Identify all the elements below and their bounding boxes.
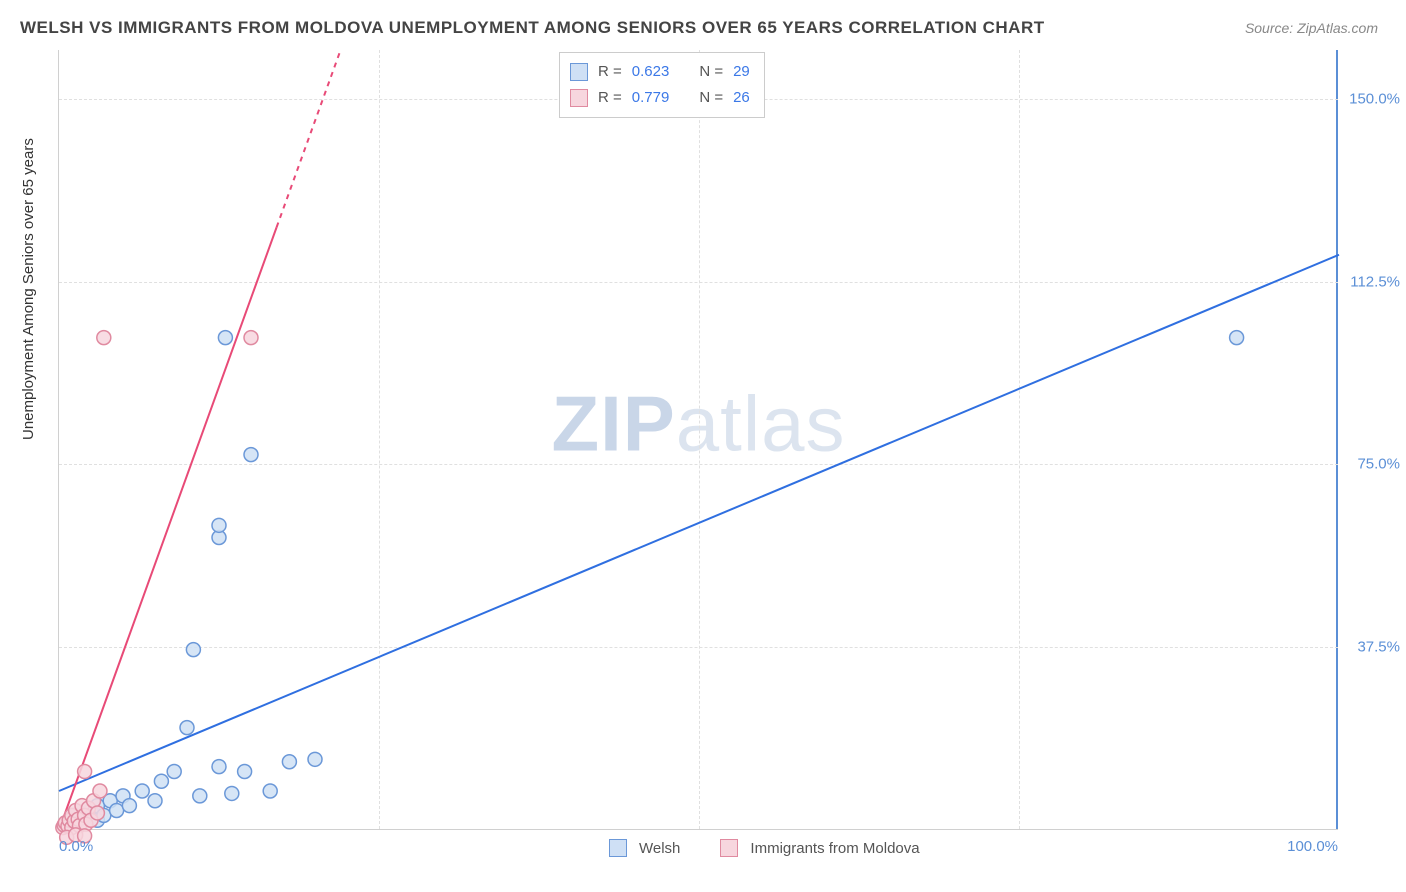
y-tick-label: 112.5% <box>1350 273 1400 290</box>
y-tick-label: 75.0% <box>1357 456 1400 473</box>
legend-swatch-1 <box>570 63 588 81</box>
legend-r-value-2: 0.779 <box>632 85 670 111</box>
scatter-points <box>56 331 1244 845</box>
legend-row-1: R = 0.623 N = 29 <box>570 59 750 85</box>
legend-label-moldova: Immigrants from Moldova <box>750 840 919 857</box>
legend-n-value-1: 29 <box>733 59 750 85</box>
legend-n-label: N = <box>699 85 723 111</box>
legend-r-value-1: 0.623 <box>632 59 670 85</box>
series-legend: Welsh Immigrants from Moldova <box>609 839 920 857</box>
chart-title: WELSH VS IMMIGRANTS FROM MOLDOVA UNEMPLO… <box>20 18 1045 38</box>
plot-area: ZIPatlas R = 0.623 N = 29 R = 0.779 N = <box>58 50 1338 830</box>
x-tick-label: 100.0% <box>1287 838 1338 855</box>
legend-r-label: R = <box>598 85 622 111</box>
legend-n-label: N = <box>699 59 723 85</box>
plot-svg <box>59 50 1339 830</box>
legend-swatch-welsh <box>609 839 627 857</box>
legend-swatch-moldova <box>720 839 738 857</box>
y-tick-label: 150.0% <box>1349 90 1400 107</box>
source-label: Source: ZipAtlas.com <box>1245 20 1378 36</box>
y-tick-label: 37.5% <box>1357 639 1400 656</box>
legend-row-2: R = 0.779 N = 26 <box>570 85 750 111</box>
y-axis-title: Unemployment Among Seniors over 65 years <box>20 138 37 440</box>
correlation-legend: R = 0.623 N = 29 R = 0.779 N = 26 <box>559 52 765 118</box>
x-tick-label: 0.0% <box>59 838 93 855</box>
legend-swatch-2 <box>570 89 588 107</box>
legend-r-label: R = <box>598 59 622 85</box>
legend-n-value-2: 26 <box>733 85 750 111</box>
scatter-chart: ZIPatlas R = 0.623 N = 29 R = 0.779 N = <box>58 50 1338 830</box>
legend-label-welsh: Welsh <box>639 840 680 857</box>
trend-lines <box>59 50 1339 830</box>
